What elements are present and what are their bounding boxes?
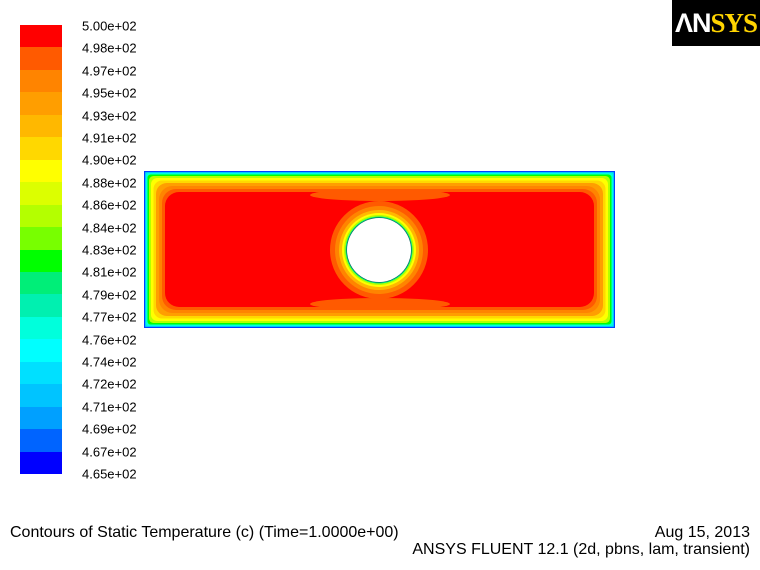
colorbar-band [20, 294, 62, 318]
colorbar-label: 4.76e+02 [82, 332, 137, 348]
colorbar-label: 4.86e+02 [82, 197, 137, 213]
colorbar-label: 4.71e+02 [82, 399, 137, 415]
colorbar-band [20, 227, 62, 250]
colorbar-band [20, 249, 62, 273]
colorbar-band [20, 47, 62, 71]
colorbar-label: 4.81e+02 [82, 264, 137, 280]
colorbar-band [20, 25, 62, 48]
colorbar-label: 4.95e+02 [82, 85, 137, 101]
colorbar-label: 4.67e+02 [82, 444, 137, 460]
colorbar-band [20, 69, 62, 93]
colorbar-label: 4.83e+02 [82, 242, 137, 258]
colorbar-label: 4.88e+02 [82, 175, 137, 191]
colorbar-label: 4.98e+02 [82, 40, 137, 56]
colorbar-band [20, 114, 62, 138]
colorbar-label: 4.79e+02 [82, 287, 137, 303]
plot-title: Contours of Static Temperature (c) (Time… [10, 524, 399, 541]
colorbar-label: 4.90e+02 [82, 152, 137, 168]
cylinder-hole [347, 218, 411, 282]
colorbar-band [20, 92, 62, 116]
colorbar [20, 25, 62, 475]
colorbar-band [20, 429, 62, 453]
colorbar-band [20, 182, 62, 206]
colorbar-label: 4.77e+02 [82, 309, 137, 325]
colorbar-label: 4.91e+02 [82, 130, 137, 146]
colorbar-label: 5.00e+02 [82, 18, 137, 34]
colorbar-label: 4.97e+02 [82, 63, 137, 79]
colorbar-band [20, 451, 62, 475]
plot-date: Aug 15, 2013 [654, 524, 750, 541]
ansys-logo: ΛN SYS [672, 0, 760, 46]
colorbar-band [20, 159, 62, 183]
colorbar-band [20, 316, 62, 340]
colorbar-band [20, 271, 62, 295]
colorbar-label: 4.74e+02 [82, 354, 137, 370]
colorbar-label: 4.72e+02 [82, 376, 137, 392]
contour-band [310, 298, 450, 310]
colorbar-band [20, 384, 62, 408]
colorbar-label: 4.69e+02 [82, 421, 137, 437]
colorbar-label: 4.84e+02 [82, 220, 137, 236]
colorbar-band [20, 361, 62, 385]
colorbar-band [20, 204, 62, 228]
colorbar-label: 4.93e+02 [82, 108, 137, 124]
colorbar-band [20, 137, 62, 161]
colorbar-band [20, 339, 62, 363]
solver-info: ANSYS FLUENT 12.1 (2d, pbns, lam, transi… [412, 541, 750, 558]
contour-band [310, 189, 450, 201]
colorbar-label: 4.65e+02 [82, 466, 137, 482]
colorbar-band [20, 406, 62, 430]
